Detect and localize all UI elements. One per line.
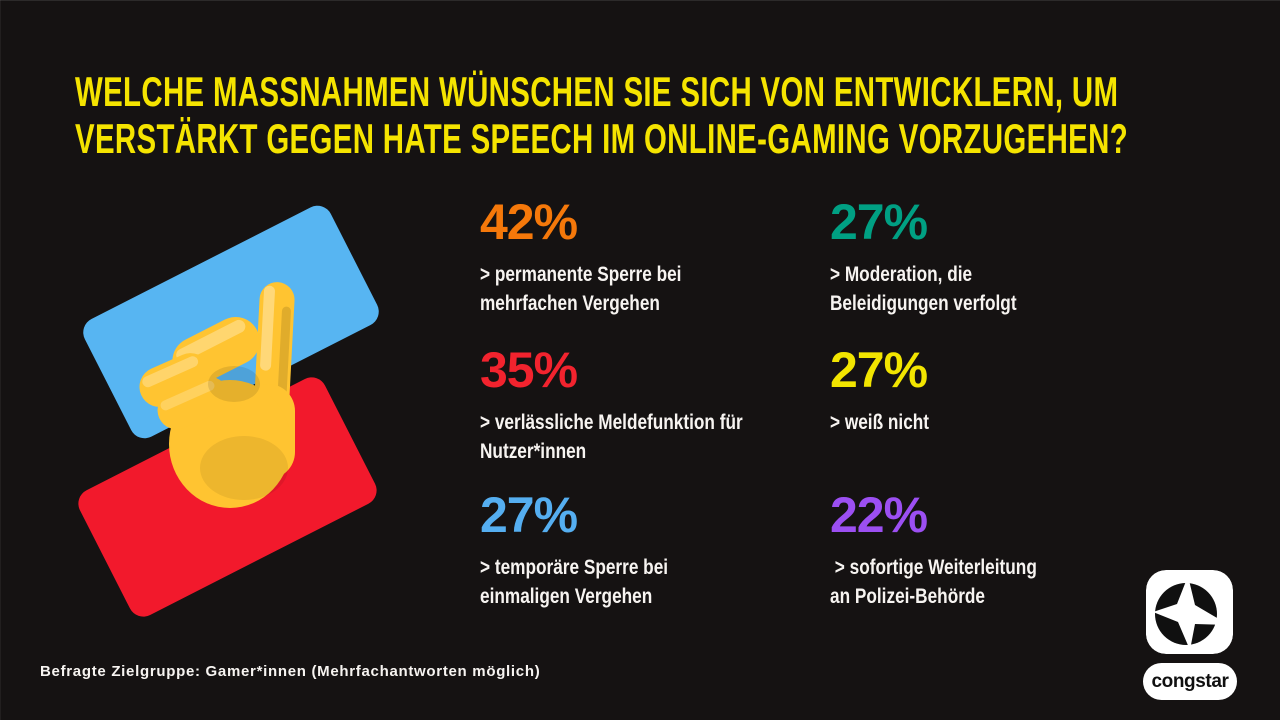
stat-meldefunktion: 35% > verlässliche Meldefunktion für Nut… <box>480 344 820 466</box>
page-title: WELCHE MASSNAHMEN WÜNSCHEN SIE SICH VON … <box>75 68 1280 162</box>
stat-label: > permanente Sperre bei mehrfachen Verge… <box>480 263 682 315</box>
stat-label: > Moderation, die Beleidigungen verfolgt <box>830 263 1017 315</box>
congstar-wordmark: congstar <box>1143 663 1237 700</box>
stat-permanente-sperre: 42% > permanente Sperre bei mehrfachen V… <box>480 196 820 318</box>
stat-weiss-nicht: 27% > weiß nicht <box>830 344 1170 437</box>
hand-icon <box>139 282 295 508</box>
stat-moderation: 27% > Moderation, die Beleidigungen verf… <box>830 196 1170 318</box>
stat-label: > sofortige Weiterleitung an Polizei-Beh… <box>830 556 1037 608</box>
stat-temporaere-sperre: 27% > temporäre Sperre bei einmaligen Ve… <box>480 489 820 611</box>
stat-value: 22% <box>830 487 928 543</box>
congstar-star-icon <box>1146 570 1233 654</box>
stat-label: > verlässliche Meldefunktion für Nutzer*… <box>480 411 743 463</box>
stat-label: > weiß nicht <box>830 411 930 434</box>
stat-value: 27% <box>480 487 578 543</box>
title-line-1: WELCHE MASSNAHMEN WÜNSCHEN SIE SICH VON … <box>75 68 1119 115</box>
pointing-hand-illustration <box>139 282 295 508</box>
congstar-logo: congstar <box>1143 570 1237 700</box>
title-line-2: VERSTÄRKT GEGEN HATE SPEECH IM ONLINE-GA… <box>75 115 1129 162</box>
stat-value: 42% <box>480 194 578 250</box>
stat-value: 27% <box>830 342 928 398</box>
stat-value: 35% <box>480 342 578 398</box>
stat-weiterleitung-polizei: 22% > sofortige Weiterleitung an Polizei… <box>830 489 1170 611</box>
stat-value: 27% <box>830 194 928 250</box>
stat-label: > temporäre Sperre bei einmaligen Vergeh… <box>480 556 669 608</box>
survey-note: Befragte Zielgruppe: Gamer*innen (Mehrfa… <box>40 663 541 680</box>
